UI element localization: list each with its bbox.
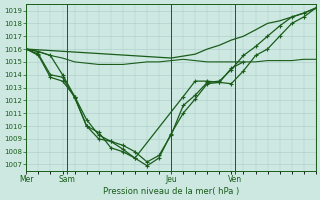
X-axis label: Pression niveau de la mer( hPa ): Pression niveau de la mer( hPa ) [103,187,239,196]
